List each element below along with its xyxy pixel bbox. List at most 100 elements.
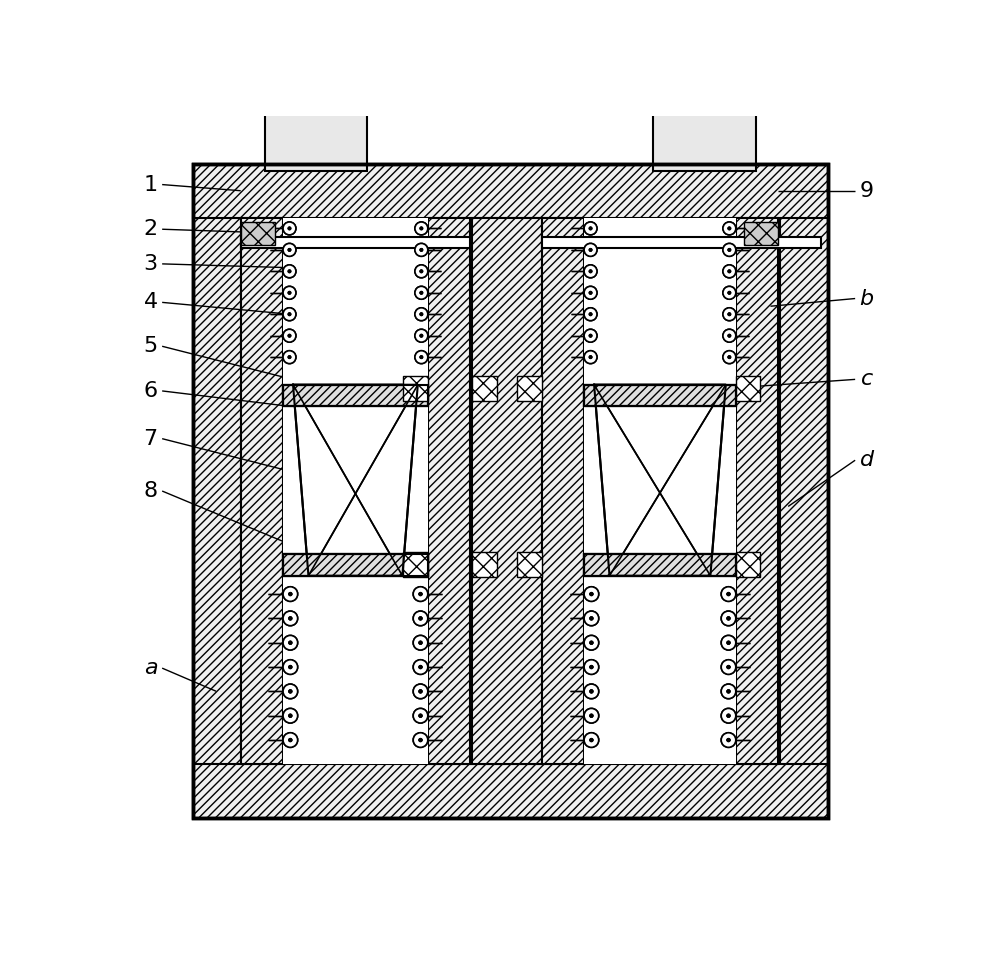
Circle shape [420, 227, 423, 230]
Circle shape [289, 689, 292, 693]
Polygon shape [594, 385, 726, 575]
Circle shape [584, 222, 597, 235]
Circle shape [590, 641, 593, 645]
Circle shape [721, 659, 736, 674]
Circle shape [589, 249, 592, 251]
Circle shape [415, 265, 428, 278]
Circle shape [283, 244, 296, 256]
Bar [584, 385, 736, 406]
Circle shape [419, 665, 422, 669]
Bar [283, 554, 428, 575]
Circle shape [289, 665, 292, 669]
Text: c: c [861, 369, 873, 390]
Circle shape [727, 714, 730, 718]
Bar [283, 385, 428, 406]
Circle shape [288, 270, 291, 273]
Circle shape [283, 286, 296, 299]
Circle shape [721, 709, 736, 723]
Bar [584, 554, 736, 575]
Text: 9: 9 [860, 181, 874, 201]
Circle shape [419, 641, 422, 645]
Circle shape [723, 286, 736, 299]
Circle shape [723, 265, 736, 278]
Bar [584, 554, 736, 575]
Circle shape [413, 635, 428, 650]
Circle shape [288, 334, 291, 337]
Circle shape [584, 286, 597, 299]
Text: 4: 4 [144, 292, 158, 312]
Circle shape [419, 665, 422, 669]
Circle shape [413, 635, 428, 650]
Bar [283, 218, 428, 764]
Circle shape [728, 312, 731, 316]
Circle shape [415, 308, 428, 321]
Circle shape [727, 738, 730, 742]
Circle shape [723, 222, 736, 235]
Circle shape [721, 733, 736, 747]
Circle shape [419, 617, 422, 620]
Circle shape [584, 635, 599, 650]
Circle shape [288, 227, 291, 230]
Circle shape [288, 312, 291, 316]
Circle shape [590, 714, 593, 718]
Circle shape [415, 222, 428, 235]
Circle shape [728, 249, 731, 251]
Circle shape [420, 356, 423, 359]
Circle shape [419, 592, 422, 596]
Circle shape [415, 244, 428, 256]
Circle shape [584, 308, 597, 321]
Circle shape [590, 738, 593, 742]
Bar [584, 385, 736, 406]
Circle shape [723, 265, 736, 278]
Circle shape [721, 684, 736, 699]
Circle shape [584, 611, 599, 626]
Circle shape [590, 738, 593, 742]
Circle shape [727, 738, 730, 742]
Circle shape [283, 733, 298, 747]
Circle shape [283, 684, 298, 699]
Circle shape [584, 635, 599, 650]
Circle shape [419, 738, 422, 742]
Circle shape [584, 611, 599, 626]
Circle shape [723, 244, 736, 256]
Bar [472, 218, 542, 764]
Circle shape [413, 733, 428, 747]
Circle shape [419, 592, 422, 596]
Circle shape [420, 312, 423, 316]
Circle shape [283, 308, 296, 321]
Circle shape [723, 222, 736, 235]
Circle shape [288, 249, 291, 251]
Circle shape [283, 659, 298, 674]
Circle shape [727, 665, 730, 669]
Circle shape [727, 689, 730, 693]
Circle shape [584, 329, 597, 342]
Circle shape [413, 611, 428, 626]
Bar [736, 218, 778, 764]
Circle shape [723, 329, 736, 342]
Circle shape [283, 635, 298, 650]
Circle shape [590, 689, 593, 693]
Bar [283, 385, 428, 406]
Circle shape [413, 659, 428, 674]
Circle shape [283, 222, 296, 235]
Circle shape [590, 665, 593, 669]
Circle shape [727, 592, 730, 596]
Circle shape [728, 356, 731, 359]
Circle shape [413, 587, 428, 601]
Bar [241, 218, 283, 764]
Circle shape [289, 641, 292, 645]
Circle shape [288, 227, 291, 230]
Circle shape [723, 351, 736, 364]
Circle shape [413, 587, 428, 601]
Circle shape [283, 265, 296, 278]
Circle shape [721, 587, 736, 601]
Circle shape [288, 291, 291, 294]
Circle shape [288, 312, 291, 316]
Circle shape [283, 222, 296, 235]
Circle shape [590, 617, 593, 620]
Circle shape [728, 270, 731, 273]
Circle shape [721, 659, 736, 674]
Circle shape [589, 334, 592, 337]
Bar [193, 163, 828, 818]
Circle shape [589, 356, 592, 359]
